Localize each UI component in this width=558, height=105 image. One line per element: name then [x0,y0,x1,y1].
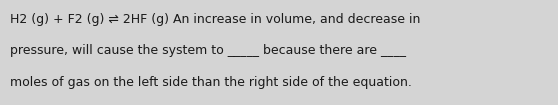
Text: pressure, will cause the system to _____ because there are ____: pressure, will cause the system to _____… [10,44,406,57]
Text: moles of gas on the left side than the right side of the equation.: moles of gas on the left side than the r… [10,76,412,89]
Text: H2 (g) + F2 (g) ⇌ 2HF (g) An increase in volume, and decrease in: H2 (g) + F2 (g) ⇌ 2HF (g) An increase in… [10,13,420,26]
